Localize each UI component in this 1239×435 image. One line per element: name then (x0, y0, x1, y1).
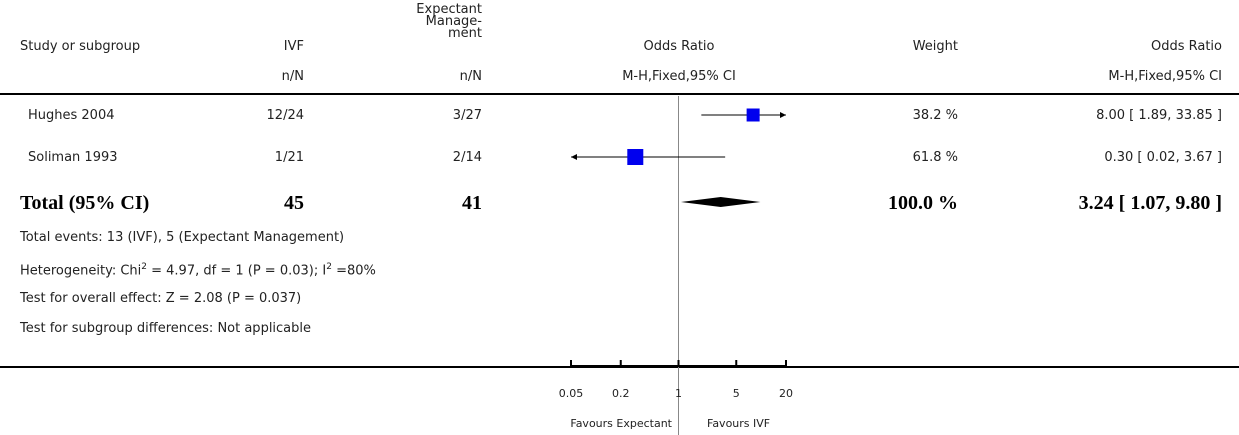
study-ci: 8.00 [ 1.89, 33.85 ] (1096, 108, 1222, 123)
subheader-expectant: n/N (459, 69, 482, 84)
header-ivf: IVF (283, 39, 304, 54)
favours-left-label: Favours Expectant (570, 417, 672, 430)
study-expectant: 3/27 (452, 108, 482, 123)
header-study: Study or subgroup (20, 39, 141, 54)
study-ivf: 1/21 (274, 150, 304, 165)
footnote-overall-effect: Test for overall effect: Z = 2.08 (P = 0… (20, 291, 302, 306)
footnote-heterogeneity: Heterogeneity: Chi2 = 4.97, df = 1 (P = … (20, 260, 376, 278)
subheader-plot: M-H,Fixed,95% CI (622, 69, 736, 84)
x-tick-label: 0.2 (612, 387, 630, 400)
header-expectant-line1: Expectant (416, 2, 482, 17)
total-expectant: 41 (462, 192, 482, 214)
study-weight: 38.2 % (912, 108, 958, 123)
footnote-subgroup: Test for subgroup differences: Not appli… (20, 321, 312, 336)
heterogeneity-text-mid: = 4.97, df = 1 (P = 0.03); I (147, 263, 327, 279)
study-expectant: 2/14 (452, 150, 482, 165)
header-weight: Weight (912, 39, 958, 54)
x-tick-label: 20 (779, 387, 793, 400)
ci-arrow-left (571, 154, 577, 160)
subheader-value: M-H,Fixed,95% CI (1108, 69, 1222, 84)
x-tick-label: 0.05 (559, 387, 584, 400)
heterogeneity-text-pre: Heterogeneity: Chi (20, 263, 142, 279)
study-point-marker (746, 108, 760, 122)
study-weight: 61.8 % (912, 150, 958, 165)
study-name: Soliman 1993 (28, 150, 118, 165)
pooled-diamond (680, 197, 761, 207)
total-weight: 100.0 % (888, 192, 958, 214)
ci-arrow-right (780, 112, 786, 118)
study-ci: 0.30 [ 0.02, 3.67 ] (1104, 150, 1222, 165)
header-odds-ratio-value: Odds Ratio (1150, 39, 1222, 54)
study-ivf: 12/24 (266, 108, 304, 123)
total-ci: 3.24 [ 1.07, 9.80 ] (1078, 192, 1222, 214)
heterogeneity-sup-chi: 2 (141, 262, 147, 272)
subheader-ivf: n/N (281, 69, 304, 84)
header-expectant-line3: ment (448, 26, 482, 41)
header-odds-ratio-plot: Odds Ratio (643, 39, 715, 54)
header-expectant-line2: Manage- (425, 14, 482, 29)
x-tick-label: 1 (675, 387, 682, 400)
study-name: Hughes 2004 (28, 108, 115, 123)
total-label: Total (95% CI) (20, 192, 150, 214)
header-expectant: Expectant Manage- ment (380, 2, 482, 41)
favours-right-label: Favours IVF (707, 417, 771, 430)
header-rule (0, 93, 1239, 95)
x-tick-label: 5 (733, 387, 740, 400)
heterogeneity-sup-i: 2 (326, 262, 332, 272)
footnote-events: Total events: 13 (IVF), 5 (Expectant Man… (20, 230, 345, 245)
total-ivf: 45 (284, 192, 304, 214)
study-point-marker (627, 149, 644, 165)
heterogeneity-text-post: =80% (331, 263, 376, 279)
